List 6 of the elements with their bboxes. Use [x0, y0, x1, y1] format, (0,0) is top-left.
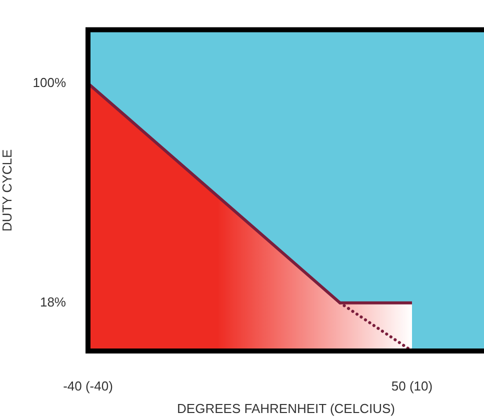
y-tick-label: 18%: [40, 294, 66, 310]
x-tick-label: -40 (-40): [63, 378, 113, 394]
x-axis-title: DEGREES FAHRENHEIT (CELCIUS): [177, 400, 395, 416]
y-tick-label: 100%: [32, 74, 66, 90]
x-tick-label: 50 (10): [391, 378, 433, 394]
y-axis-title: DUTY CYCLE: [0, 149, 14, 232]
